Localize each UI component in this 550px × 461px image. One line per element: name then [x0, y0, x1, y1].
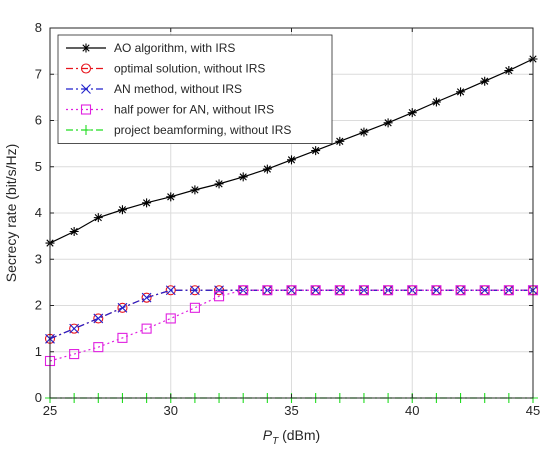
- data-point: [311, 146, 321, 156]
- series-line: [49, 289, 533, 362]
- y-tick-label: 3: [35, 251, 42, 266]
- x-tick-label: 45: [526, 403, 540, 418]
- data-point: [165, 313, 176, 324]
- data-point: [359, 127, 369, 137]
- data-point: [479, 285, 490, 296]
- data-point: [165, 285, 176, 296]
- data-point: [69, 323, 80, 334]
- y-tick-label: 4: [35, 205, 42, 220]
- x-tick-label: 30: [164, 403, 178, 418]
- series-3: [44, 285, 539, 367]
- x-tick-label: 35: [284, 403, 298, 418]
- data-point: [117, 332, 128, 343]
- legend-marker: [81, 125, 91, 135]
- legend-marker: [81, 43, 91, 53]
- data-point: [407, 108, 417, 118]
- data-point: [455, 285, 466, 296]
- data-point: [456, 87, 466, 97]
- data-point: [431, 97, 441, 107]
- data-point: [286, 285, 297, 296]
- data-point: [358, 285, 370, 296]
- data-point: [262, 164, 272, 174]
- legend-marker: [80, 104, 92, 115]
- data-point: [141, 292, 152, 303]
- data-point: [93, 342, 104, 353]
- data-point: [93, 313, 104, 324]
- data-point: [69, 349, 80, 360]
- data-point: [480, 76, 490, 86]
- y-tick-label: 1: [35, 344, 42, 359]
- data-point: [117, 302, 128, 313]
- data-point: [142, 198, 152, 208]
- data-point: [335, 136, 345, 146]
- data-point: [455, 285, 466, 296]
- data-point: [93, 313, 104, 324]
- data-point: [190, 185, 200, 195]
- x-tick-label: 40: [405, 403, 419, 418]
- data-point: [189, 285, 200, 296]
- data-point: [141, 292, 152, 303]
- data-point: [69, 323, 80, 334]
- legend-item: project beamforming, without IRS: [66, 123, 291, 137]
- data-point: [190, 285, 200, 296]
- y-tick-label: 0: [35, 390, 42, 405]
- data-point: [383, 285, 394, 296]
- legend-label: optimal solution, without IRS: [114, 62, 265, 76]
- data-point: [214, 291, 225, 302]
- data-point: [93, 213, 103, 223]
- data-point: [310, 285, 321, 296]
- data-point: [286, 285, 297, 296]
- legend-label: AN method, without IRS: [114, 82, 242, 96]
- data-point: [503, 285, 514, 296]
- legend-item: AO algorithm, with IRS: [66, 41, 235, 55]
- y-tick-label: 6: [35, 113, 42, 128]
- data-point: [117, 205, 127, 215]
- y-tick-label: 2: [35, 298, 42, 313]
- legend-item: optimal solution, without IRS: [66, 62, 265, 76]
- data-point: [238, 172, 248, 182]
- data-point: [69, 227, 79, 236]
- data-point: [504, 66, 514, 76]
- y-axis-label: Secrecy rate (bit/s/Hz): [3, 144, 19, 282]
- data-point: [407, 285, 418, 296]
- data-point: [431, 285, 442, 296]
- data-point: [141, 323, 152, 334]
- y-tick-label: 5: [35, 159, 42, 174]
- legend-label: project beamforming, without IRS: [114, 123, 291, 137]
- legend-label: half power for AN, without IRS: [114, 103, 274, 117]
- data-point: [310, 285, 321, 296]
- legend-item: half power for AN, without IRS: [66, 103, 274, 117]
- data-point: [117, 302, 128, 313]
- data-point: [165, 285, 176, 296]
- legend-marker: [81, 84, 91, 94]
- data-point: [238, 285, 249, 296]
- legend-box: [57, 34, 333, 144]
- legend-item: AN method, without IRS: [66, 82, 242, 96]
- data-point: [166, 192, 176, 202]
- x-axis-label: PT (dBm): [263, 427, 320, 447]
- legend-label: AO algorithm, with IRS: [114, 41, 235, 55]
- legend: AO algorithm, with IRS optimal solution, …: [57, 34, 333, 144]
- x-tick-label: 25: [43, 403, 57, 418]
- data-point: [287, 155, 296, 165]
- y-tick-label: 8: [35, 20, 42, 35]
- data-point: [189, 302, 200, 313]
- data-point: [262, 285, 273, 296]
- data-point: [479, 285, 490, 296]
- data-point: [383, 118, 393, 128]
- data-point: [431, 285, 442, 296]
- data-point: [334, 285, 345, 296]
- y-tick-label: 7: [35, 66, 42, 81]
- legend-marker: [80, 63, 92, 74]
- data-point: [334, 285, 345, 296]
- data-point: [214, 179, 224, 189]
- data-point: [214, 285, 224, 296]
